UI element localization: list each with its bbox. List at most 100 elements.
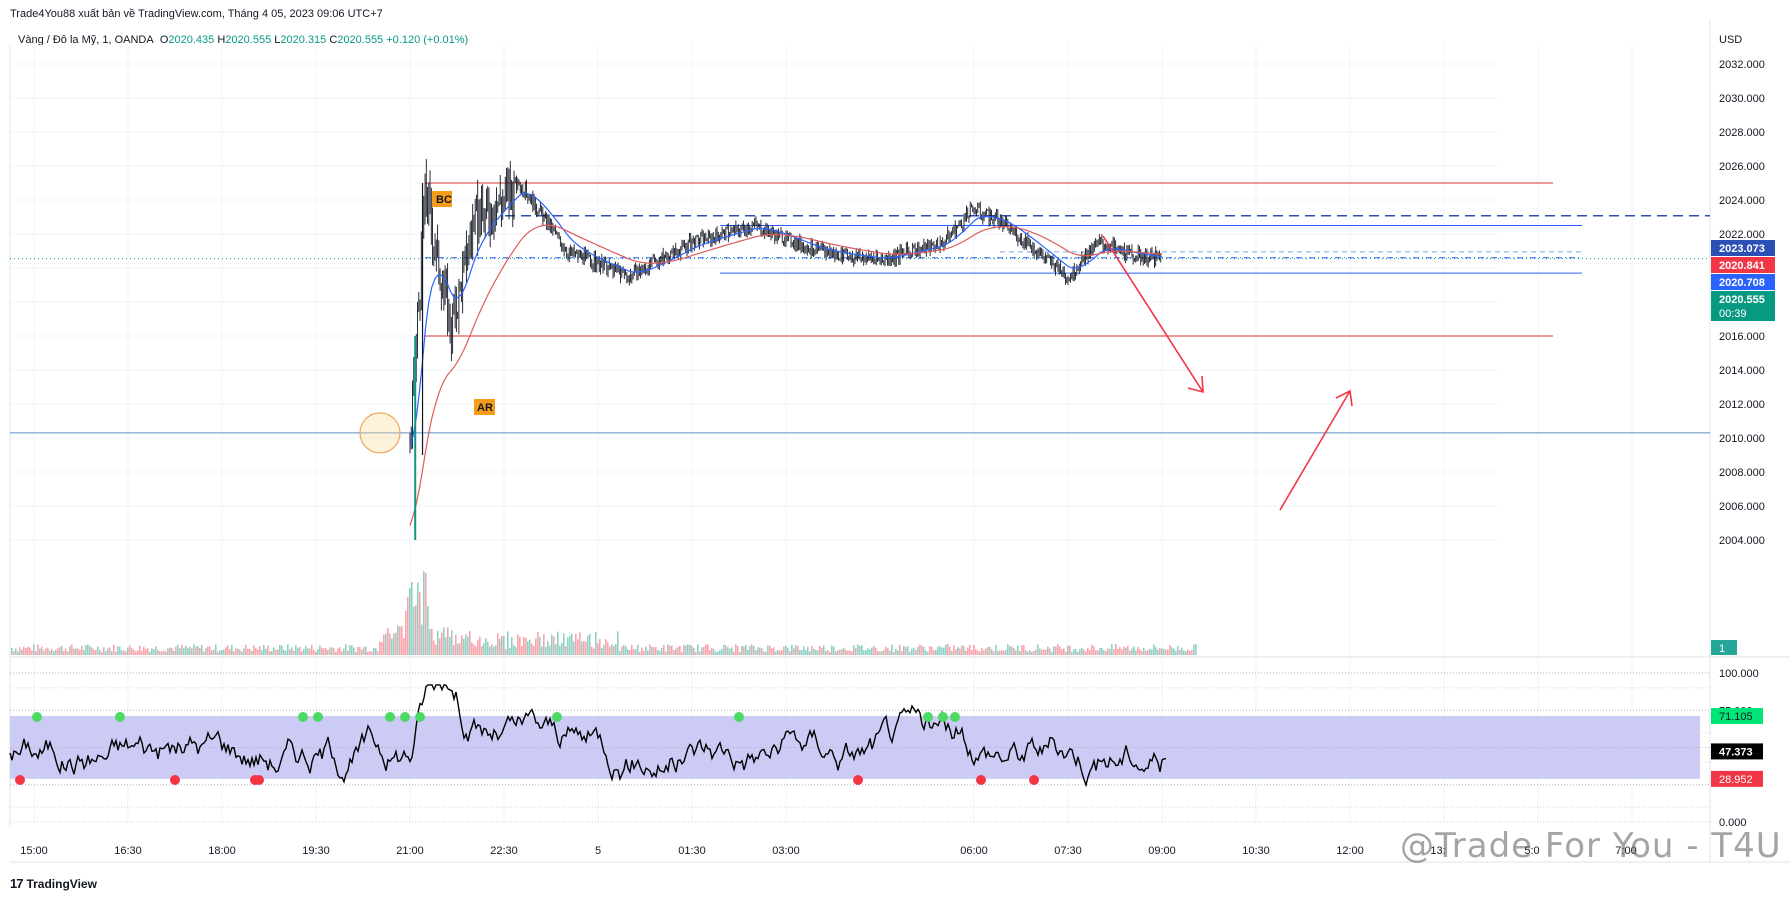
volume-bar [543, 634, 545, 655]
volume-bar [1049, 648, 1051, 655]
volume-bar [999, 650, 1001, 655]
low-value: 2020.315 [280, 34, 327, 46]
price-tick-label: 2004.000 [1719, 535, 1765, 547]
volume-bar [791, 644, 793, 655]
volume-bar [461, 635, 463, 655]
volume-bar [415, 605, 417, 655]
volume-bar [1079, 649, 1081, 655]
volume-bar [483, 643, 485, 655]
volume-bar [413, 606, 415, 655]
volume-bar [1025, 650, 1027, 655]
volume-bar [1167, 649, 1169, 655]
tradingview-logo[interactable]: 17 TradingView [10, 876, 97, 891]
volume-bar [231, 644, 233, 655]
volume-bar [1077, 651, 1079, 655]
volume-bar [457, 643, 459, 655]
volume-bar [885, 646, 887, 655]
volume-bar [131, 648, 133, 655]
volume-bar [193, 644, 195, 655]
volume-bar [835, 651, 837, 655]
volume-bar [351, 645, 353, 655]
close-value: 2020.555 [337, 34, 384, 46]
volume-bar [145, 648, 147, 655]
volume-bar [285, 650, 287, 655]
volume-bar [663, 644, 665, 655]
volume-bar [175, 646, 177, 655]
volume-bar [707, 644, 709, 655]
volume-bar [19, 647, 21, 655]
volume-bar [103, 647, 105, 655]
volume-bar [745, 644, 747, 655]
volume-bar [809, 651, 811, 655]
volume-bar [717, 651, 719, 655]
volume-bar [955, 649, 957, 655]
volume-bar [487, 641, 489, 655]
volume-bar [1095, 650, 1097, 655]
volume-bar [143, 647, 145, 655]
volume-bar [105, 651, 107, 655]
volume-bar [727, 647, 729, 655]
volume-bar [973, 645, 975, 655]
volume-bar [349, 645, 351, 655]
tradingview-logo-text: TradingView [26, 876, 97, 891]
volume-bar [1135, 650, 1137, 655]
volume-bar [935, 649, 937, 655]
volume-bar [711, 647, 713, 655]
volume-bar [101, 651, 103, 655]
volume-bar [951, 651, 953, 655]
volume-bar [909, 651, 911, 655]
time-tick-label: 5 [595, 845, 601, 857]
volume-bar [49, 650, 51, 655]
volume-bar [381, 642, 383, 655]
volume-bar [709, 650, 711, 655]
price-tick-label: 2006.000 [1719, 501, 1765, 513]
volume-bar [313, 650, 315, 655]
volume-bar [1149, 648, 1151, 655]
volume-bar [201, 644, 203, 655]
volume-bar [425, 573, 427, 655]
volume-bar [551, 634, 553, 655]
volume-bar [775, 651, 777, 655]
volume-bar [963, 645, 965, 655]
osc-lower-badge-text: 28.952 [1719, 774, 1753, 786]
volume-bar [1133, 646, 1135, 655]
volume-bar [525, 637, 527, 655]
time-tick-label: 13: [1430, 845, 1445, 857]
price-tick-label: 2032.000 [1719, 59, 1765, 71]
volume-bar [883, 650, 885, 655]
volume-bar [771, 648, 773, 655]
volume-bar [57, 648, 59, 655]
time-tick-label: 10:30 [1242, 845, 1270, 857]
volume-bar [237, 648, 239, 655]
volume-bar [587, 635, 589, 655]
volume-bar [801, 649, 803, 655]
volume-bar [397, 625, 399, 655]
volume-bar [547, 641, 549, 655]
volume-bar [865, 650, 867, 655]
badge-2023-073-text: 2023.073 [1719, 243, 1765, 255]
volume-bar [367, 651, 369, 655]
volume-bar [1121, 649, 1123, 655]
volume-bar [37, 644, 39, 655]
volume-bar [527, 641, 529, 655]
volume-bar [851, 651, 853, 655]
volume-bar [823, 645, 825, 655]
volume-bar [619, 651, 621, 655]
volume-bar [499, 638, 501, 655]
volume-bar [929, 646, 931, 655]
time-tick-label: 22:30 [490, 845, 518, 857]
badge-2020-841-bg [1711, 257, 1775, 273]
low-label: L [274, 34, 281, 46]
volume-bar [1013, 648, 1015, 655]
volume-bar [23, 646, 25, 655]
volume-bar [993, 651, 995, 655]
volume-bar [687, 644, 689, 655]
volume-bar [755, 650, 757, 655]
volume-bar [169, 647, 171, 655]
volume-bar [849, 650, 851, 655]
volume-bar [245, 644, 247, 655]
volume-bar [1163, 649, 1165, 655]
time-tick-label: 01:30 [678, 845, 706, 857]
volume-bar [763, 651, 765, 655]
